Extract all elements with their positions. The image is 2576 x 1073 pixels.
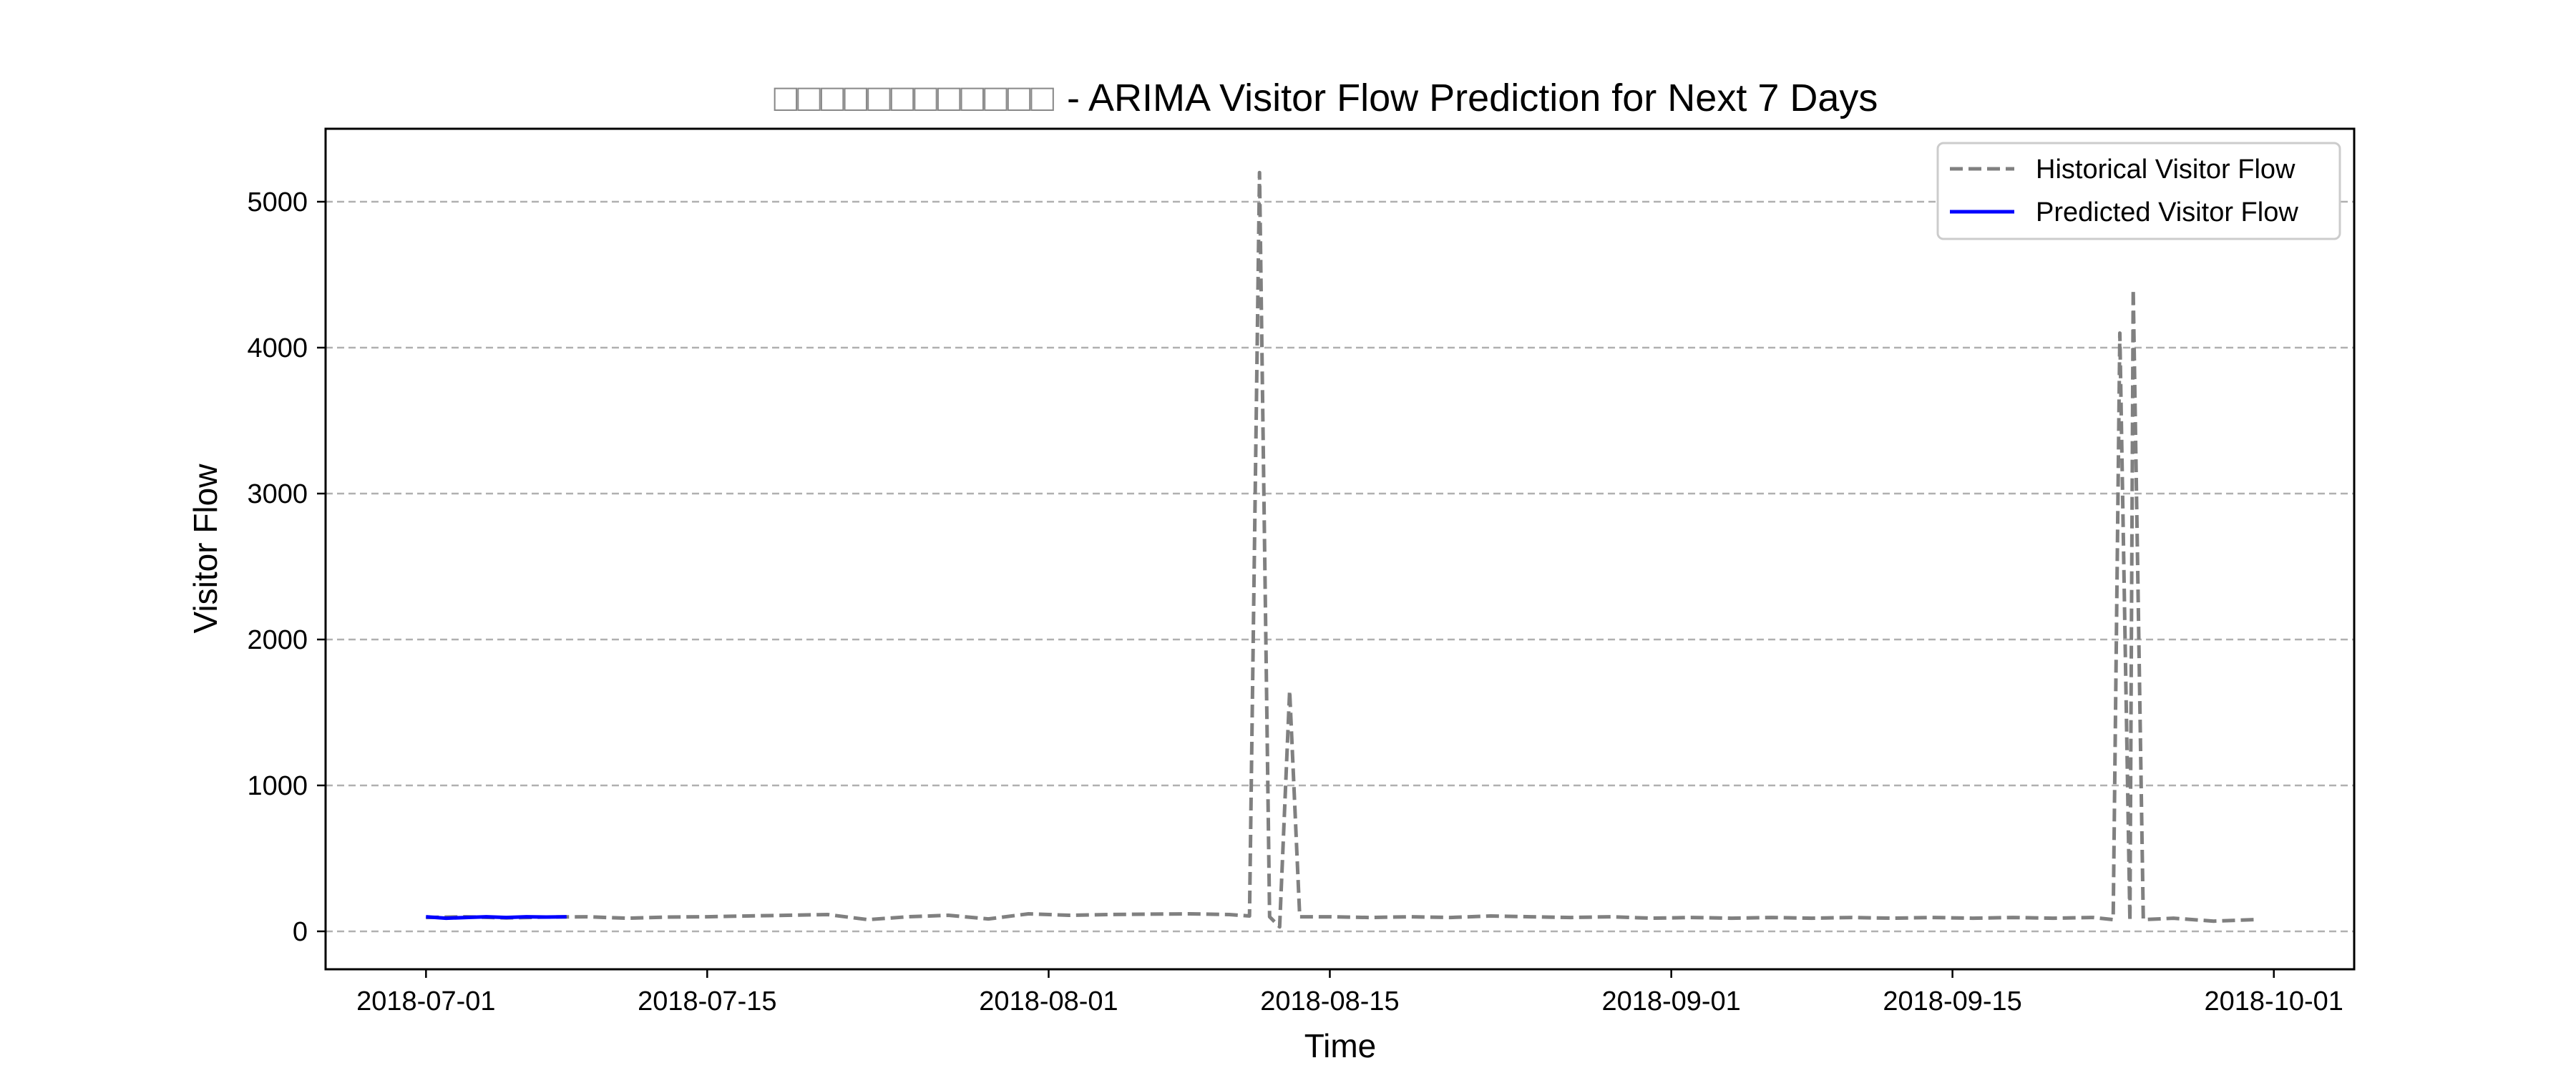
chart-title: □□□□□□□□□□□□ - ARIMA Visitor Flow Predic…	[774, 77, 1878, 119]
y-tick-label: 4000	[247, 333, 308, 363]
x-tick-label: 2018-09-15	[1883, 986, 2021, 1016]
x-tick-label: 2018-09-01	[1601, 986, 1740, 1016]
legend-predicted-label: Predicted Visitor Flow	[2036, 197, 2298, 227]
y-axis-ticks: 0 1000 2000 3000 4000 5000	[247, 187, 326, 947]
x-tick-label: 2018-07-01	[356, 986, 495, 1016]
y-tick-label: 5000	[247, 187, 308, 217]
plot-frame	[324, 127, 2356, 971]
chart-title-prefix: □□□□□□□□□□□□	[774, 77, 1055, 119]
x-tick-label: 2018-08-01	[979, 986, 1118, 1016]
data-series	[426, 170, 2254, 929]
historical-visitor-flow-line	[426, 170, 2254, 929]
plot-background	[326, 129, 2354, 969]
legend-historical-label: Historical Visitor Flow	[2036, 155, 2296, 185]
y-tick-label: 3000	[247, 479, 308, 509]
y-tick-label: 1000	[247, 771, 308, 801]
chart-title-text: - ARIMA Visitor Flow Prediction for Next…	[1067, 77, 1878, 119]
x-tick-label: 2018-07-15	[638, 986, 776, 1016]
x-axis-ticks: 2018-07-01 2018-07-15 2018-08-01 2018-08-15…	[356, 969, 2343, 1016]
legend: Historical Visitor Flow Predicted Visito…	[1936, 142, 2341, 240]
grid-lines	[326, 200, 2354, 933]
y-axis-label: Visitor Flow	[187, 464, 224, 634]
y-tick-label: 0	[293, 917, 308, 947]
predicted-visitor-flow-line	[426, 915, 567, 921]
x-tick-label: 2018-08-15	[1260, 986, 1399, 1016]
y-tick-label: 2000	[247, 625, 308, 655]
x-axis-label: Time	[1304, 1027, 1377, 1064]
x-tick-label: 2018-10-01	[2205, 986, 2343, 1016]
legend-box	[1936, 142, 2341, 240]
